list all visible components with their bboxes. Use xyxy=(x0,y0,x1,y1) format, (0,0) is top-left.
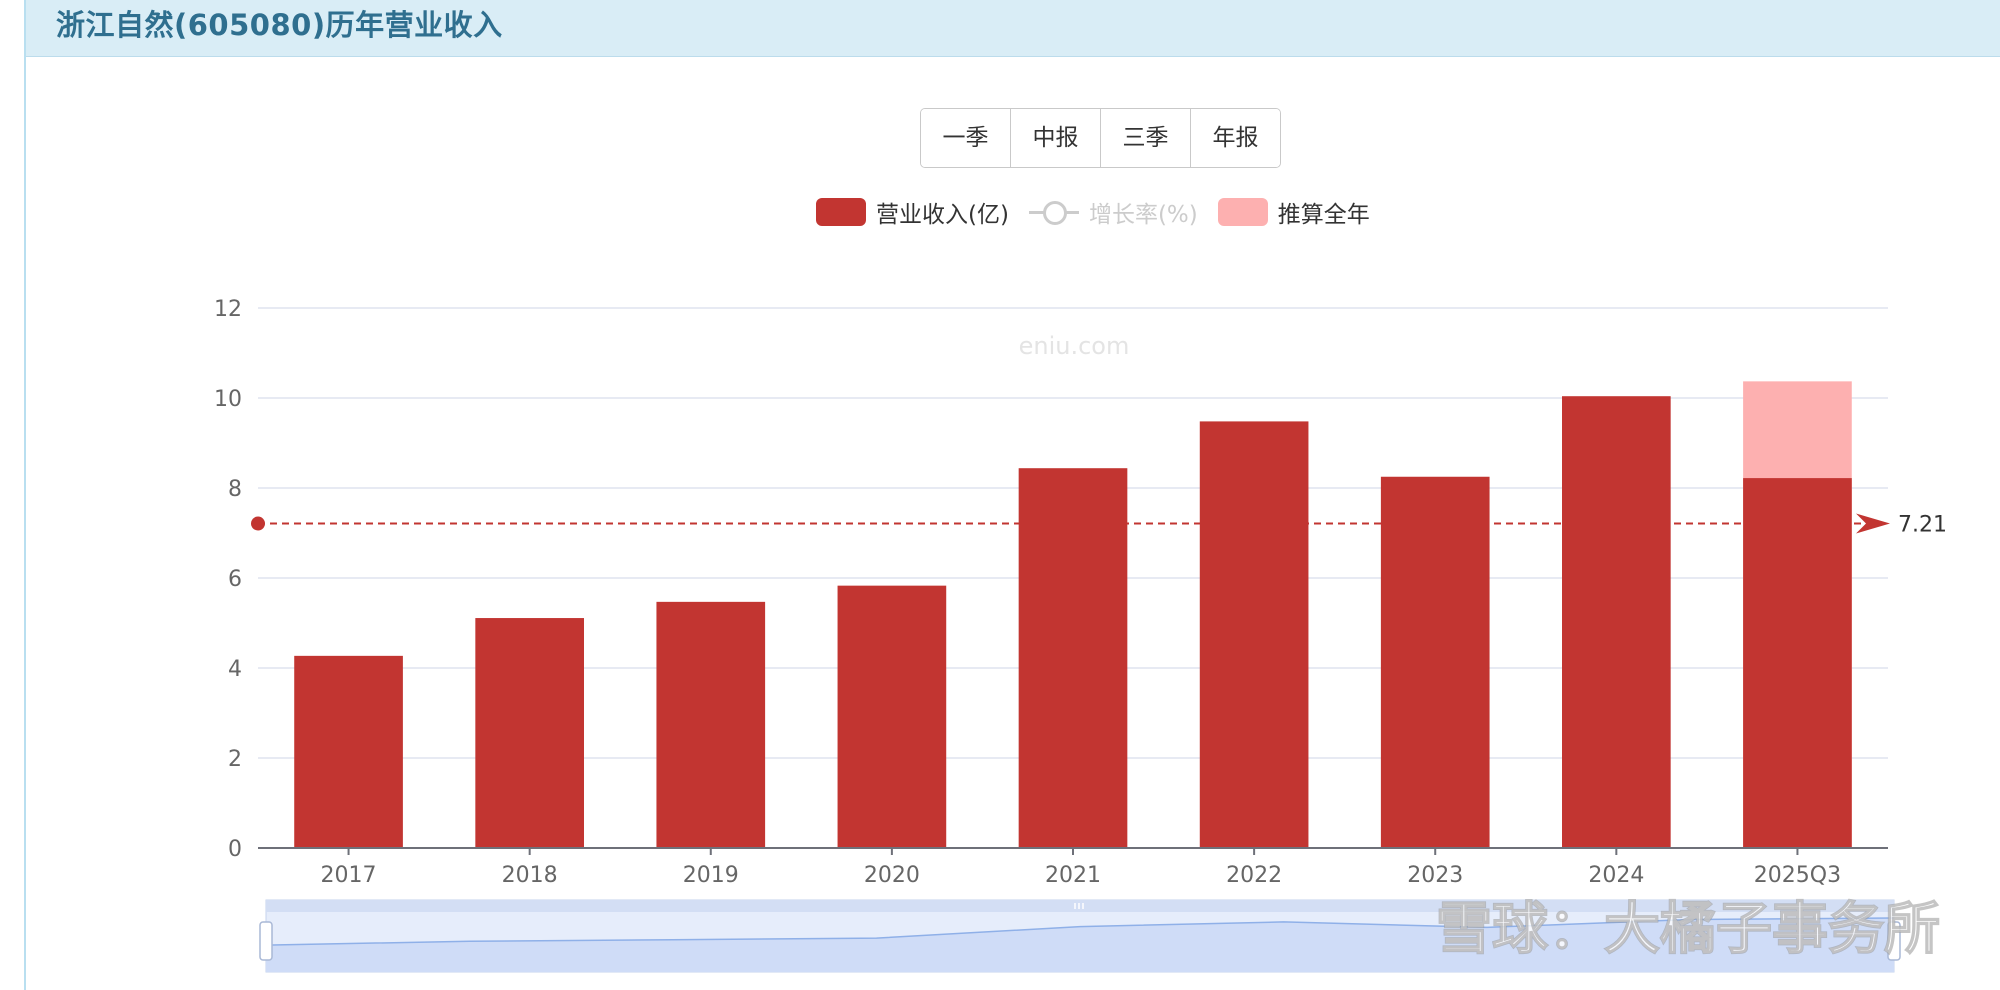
panel-header: 浙江自然(605080)历年营业收入 xyxy=(26,0,2000,57)
bar-revenue[interactable] xyxy=(475,618,584,848)
zoom-preview-area xyxy=(266,918,1894,972)
legend-line-marker-icon xyxy=(1028,198,1079,226)
x-tick-label: 2017 xyxy=(321,863,377,888)
y-tick-label: 4 xyxy=(228,657,242,682)
x-tick-label: 2020 xyxy=(864,863,920,888)
average-line-label: 7.21 xyxy=(1898,513,1947,538)
zoom-top-bar[interactable] xyxy=(266,900,1894,912)
bar-revenue[interactable] xyxy=(837,585,947,848)
bar-revenue[interactable] xyxy=(1380,476,1490,848)
bar-revenue[interactable] xyxy=(1562,396,1671,848)
bar-revenue[interactable] xyxy=(294,655,403,848)
x-tick-label: 2023 xyxy=(1407,863,1463,888)
x-tick-label: 2022 xyxy=(1226,863,1282,888)
y-tick-label: 10 xyxy=(214,387,242,412)
legend-item-growth[interactable]: 增长率(%) xyxy=(1028,195,1198,229)
period-button-half-year[interactable]: 中报 xyxy=(1011,109,1101,167)
bar-revenue[interactable] xyxy=(656,601,766,848)
y-tick-label: 2 xyxy=(228,747,242,772)
y-tick-label: 0 xyxy=(228,837,242,862)
x-tick-label: 2019 xyxy=(683,863,739,888)
period-button-q1[interactable]: 一季 xyxy=(921,109,1011,167)
y-tick-label: 6 xyxy=(228,567,242,592)
x-tick-label: 2021 xyxy=(1045,863,1101,888)
legend-label-revenue: 营业收入(亿) xyxy=(876,202,1009,228)
average-line: 7.21 xyxy=(251,513,1947,538)
bar-revenue[interactable] xyxy=(1018,468,1128,848)
corner-watermark: 雪球：大橘子事务所 xyxy=(1436,897,1940,962)
legend-item-estimate[interactable]: 推算全年 xyxy=(1217,195,1370,229)
y-tick-label: 8 xyxy=(228,477,242,502)
legend-swatch-revenue xyxy=(816,198,866,226)
y-tick-label: 12 xyxy=(214,297,242,322)
period-selector: 一季 中报 三季 年报 xyxy=(920,108,1281,168)
zoom-handle-right[interactable] xyxy=(1887,921,1901,961)
x-tick-label: 2025Q3 xyxy=(1754,863,1841,888)
period-button-annual[interactable]: 年报 xyxy=(1191,109,1280,167)
legend-swatch-estimate xyxy=(1217,198,1268,226)
axes: 0 2 4 6 8 10 12 2017 2018 2019 2020 2021 2022 2023 202… xyxy=(214,297,1888,888)
legend-label-growth: 增长率(%) xyxy=(1088,202,1198,228)
zoom-handle-left[interactable] xyxy=(259,921,273,961)
average-line-arrow-icon xyxy=(1856,513,1890,534)
average-line-start-dot xyxy=(251,516,265,531)
legend-label-estimate: 推算全年 xyxy=(1277,202,1370,228)
chart-legend: 营业收入(亿) 增长率(%) 推算全年 xyxy=(816,194,1390,230)
bar-revenue[interactable] xyxy=(1743,478,1852,848)
x-tick-label: 2018 xyxy=(502,863,558,888)
page-title: 浙江自然(605080)历年营业收入 xyxy=(56,8,503,42)
watermark: eniu.com xyxy=(1019,332,1130,360)
zoom-preview-line xyxy=(265,917,1895,946)
bar-revenue[interactable] xyxy=(1199,421,1309,848)
period-button-q3[interactable]: 三季 xyxy=(1101,109,1191,167)
data-zoom-slider[interactable] xyxy=(259,899,1901,973)
bars xyxy=(294,381,1852,848)
x-tick-label: 2024 xyxy=(1588,863,1644,888)
legend-item-revenue[interactable]: 营业收入(亿) xyxy=(816,195,1009,229)
